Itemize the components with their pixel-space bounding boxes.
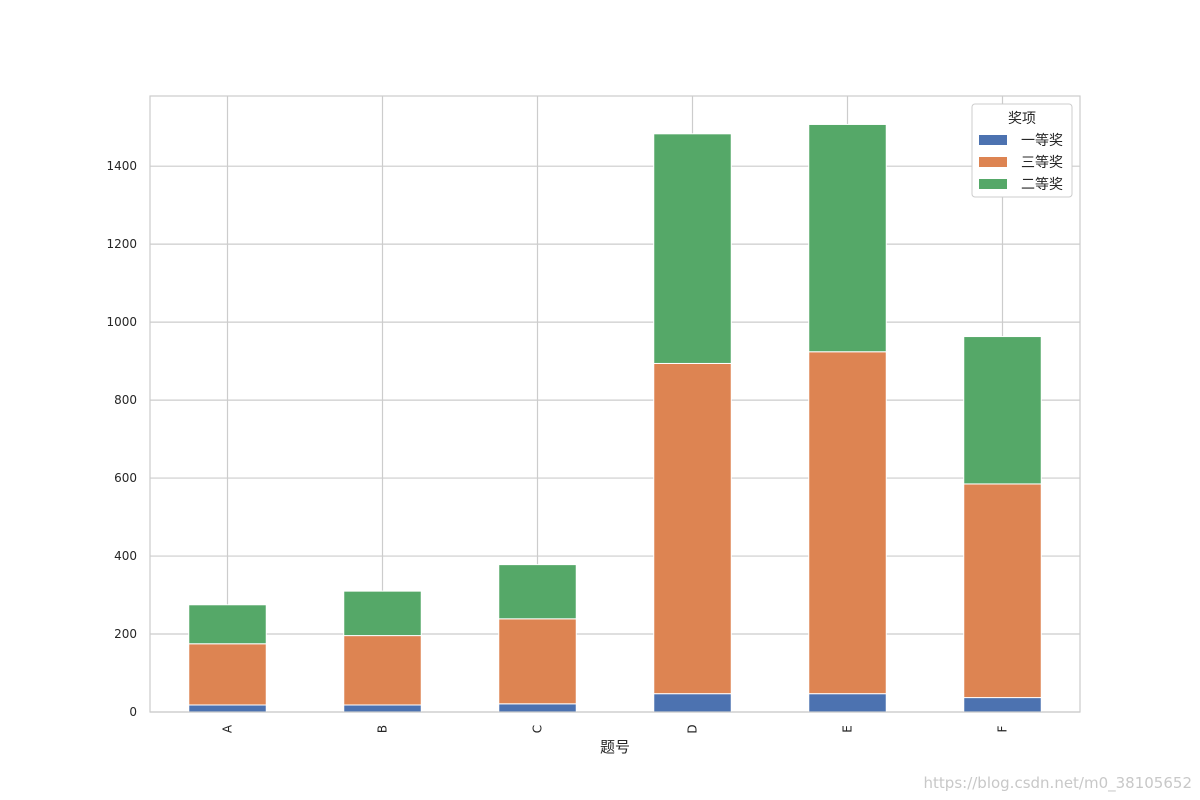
bar-segment	[343, 704, 422, 713]
y-tick-label: 1000	[106, 315, 137, 329]
x-axis-title: 题号	[600, 738, 630, 756]
bar-segment	[963, 483, 1042, 699]
bar-segment	[808, 351, 887, 695]
watermark-text: https://blog.csdn.net/m0_38105652	[923, 774, 1192, 792]
y-tick-label: 1200	[106, 237, 137, 251]
bar-segment	[343, 590, 422, 637]
bar-segment	[498, 618, 577, 705]
y-tick-label: 800	[114, 393, 137, 407]
legend-swatch	[979, 179, 1007, 189]
bar-segment	[808, 693, 887, 713]
x-tick-label: D	[686, 724, 700, 733]
bars	[188, 123, 1042, 713]
plot-background	[150, 96, 1080, 712]
x-tick-labels: A B C D E F	[221, 724, 1010, 734]
legend-label: 三等奖	[1021, 154, 1063, 171]
plot-frame	[149, 95, 1081, 713]
legend-label: 一等奖	[1021, 132, 1063, 149]
x-tick-label: E	[841, 725, 855, 733]
legend-box	[971, 103, 1073, 198]
bar-segment	[653, 133, 732, 364]
x-tick-label: B	[376, 725, 390, 733]
bar-segment	[343, 635, 422, 706]
y-tick-label: 600	[114, 471, 137, 485]
legend-label: 二等奖	[1021, 176, 1063, 193]
bar-segment	[653, 693, 732, 713]
y-tick-label: 1400	[106, 159, 137, 173]
bar-segment	[653, 362, 732, 695]
y-tick-label: 200	[114, 627, 137, 641]
y-tick-label: 0	[129, 705, 137, 719]
y-tick-label: 400	[114, 549, 137, 563]
y-tick-labels: 0 200 400 600 800 1000 1200 1400	[106, 159, 137, 719]
legend-swatch	[979, 135, 1007, 145]
legend-title: 奖项	[1008, 110, 1036, 127]
bar-segment	[188, 643, 267, 706]
x-tick-label: F	[996, 725, 1010, 732]
bar-segment	[188, 704, 267, 713]
bar-segment	[808, 123, 887, 353]
bar-segment	[963, 336, 1042, 485]
bar-segment	[498, 564, 577, 620]
x-tick-label: C	[531, 725, 545, 733]
bar-segment	[498, 703, 577, 713]
legend-swatch	[979, 157, 1007, 167]
bar-segment	[188, 604, 267, 645]
x-tick-label: A	[221, 724, 235, 733]
bar-segment	[963, 697, 1042, 713]
